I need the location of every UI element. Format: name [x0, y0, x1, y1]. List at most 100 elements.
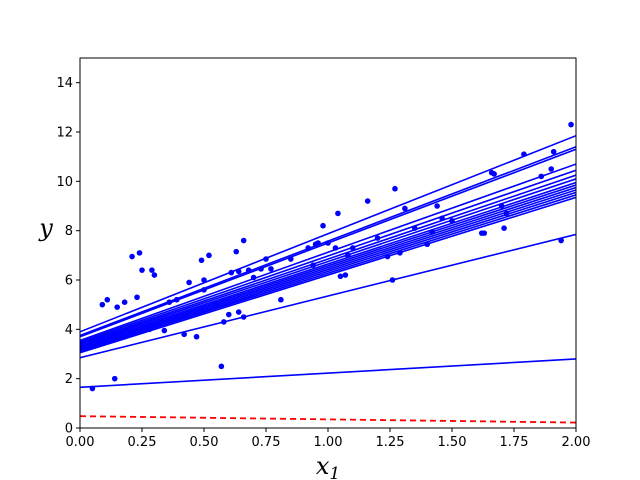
data-point: [342, 272, 349, 278]
data-point: [345, 252, 351, 259]
data-point: [104, 296, 111, 303]
data-point: [335, 210, 341, 217]
x-tick-label: 1.50: [438, 435, 467, 450]
data-point: [121, 299, 128, 306]
x-tick-label: 0.50: [190, 435, 219, 450]
x-axis-label-base: x: [316, 452, 330, 480]
data-point: [374, 235, 381, 241]
data-point: [99, 301, 106, 308]
x-axis-label: x1: [316, 452, 340, 480]
data-point: [146, 326, 153, 333]
data-point: [114, 304, 120, 310]
x-tick-label: 0.00: [66, 435, 95, 450]
x-tick-label: 1.25: [376, 435, 405, 450]
data-point: [392, 185, 398, 192]
data-point: [337, 273, 344, 280]
data-point: [221, 319, 227, 325]
data-point: [166, 299, 173, 306]
prediction-line: [80, 181, 576, 347]
data-point: [491, 171, 497, 177]
prediction-line: [80, 174, 576, 344]
data-point: [235, 268, 242, 275]
data-point: [315, 240, 321, 246]
data-point: [397, 250, 403, 256]
prediction-line: [80, 169, 576, 343]
data-point: [89, 385, 96, 392]
data-point: [364, 198, 371, 204]
prediction-line: [80, 184, 576, 348]
data-point: [206, 252, 212, 259]
data-point: [186, 279, 192, 286]
data-point: [129, 253, 135, 260]
data-point: [278, 296, 284, 303]
x-tick-label: 2.00: [562, 435, 591, 450]
y-tick-label: 8: [65, 224, 73, 239]
x-tick-label: 0.25: [128, 435, 157, 450]
prediction-line: [80, 233, 576, 359]
y-tick-label: 6: [65, 274, 73, 289]
prediction-line: [80, 163, 576, 342]
data-point: [305, 245, 311, 251]
data-point: [233, 248, 240, 255]
data-point: [501, 225, 507, 231]
x-tick-label: 1.75: [500, 435, 529, 450]
data-point: [228, 269, 235, 276]
data-point: [310, 262, 316, 269]
data-point: [481, 230, 488, 236]
data-point: [384, 253, 391, 260]
data-point: [235, 309, 242, 315]
data-point: [568, 121, 574, 128]
y-tick-label: 4: [65, 323, 73, 338]
y-tick-label: 10: [56, 175, 73, 190]
data-point: [389, 277, 396, 283]
data-point: [173, 296, 180, 303]
data-point: [213, 301, 220, 308]
data-point: [111, 375, 118, 382]
data-point: [201, 287, 207, 293]
data-point: [240, 237, 247, 244]
data-point: [434, 203, 440, 209]
y-axis-label: y: [38, 214, 53, 242]
data-point: [218, 363, 225, 370]
data-point: [503, 210, 510, 217]
data-point: [538, 173, 545, 180]
data-point: [201, 277, 207, 283]
y-axis-ticks: 0 2 4 6 8 10 12 14: [56, 76, 80, 437]
x-axis-ticks: 0.00 0.25 0.50 0.75 1.00 1.25 1.50 1.75 2.00: [66, 428, 591, 450]
data-point: [424, 241, 431, 248]
prediction-line: [80, 134, 576, 333]
data-point: [498, 203, 505, 209]
data-point: [226, 311, 232, 318]
initial-prediction-line: [80, 415, 576, 424]
data-point: [268, 266, 274, 272]
data-point: [149, 267, 155, 273]
y-tick-label: 12: [56, 126, 73, 141]
prediction-line: [80, 358, 576, 389]
data-point: [402, 205, 408, 212]
data-point: [193, 333, 200, 340]
prediction-line: [80, 191, 576, 352]
data-point: [288, 256, 294, 262]
prediction-line: [80, 178, 576, 345]
regression-lines: [80, 134, 576, 424]
prediction-line: [80, 189, 576, 350]
data-point: [139, 267, 145, 273]
data-point: [263, 256, 269, 262]
data-point: [429, 229, 435, 235]
x-tick-label: 0.75: [252, 435, 281, 450]
data-point: [320, 222, 326, 229]
data-point: [550, 148, 557, 155]
y-tick-label: 14: [56, 76, 73, 91]
data-point: [412, 225, 418, 231]
prediction-line: [80, 186, 576, 349]
data-point: [521, 151, 527, 157]
data-points: [89, 121, 574, 392]
data-point: [548, 166, 554, 172]
data-point: [258, 266, 264, 272]
data-point: [245, 267, 252, 273]
x-axis-label-subscript: 1: [329, 464, 340, 480]
prediction-line: [80, 196, 576, 354]
prediction-line: [80, 194, 576, 353]
data-point: [449, 218, 455, 224]
